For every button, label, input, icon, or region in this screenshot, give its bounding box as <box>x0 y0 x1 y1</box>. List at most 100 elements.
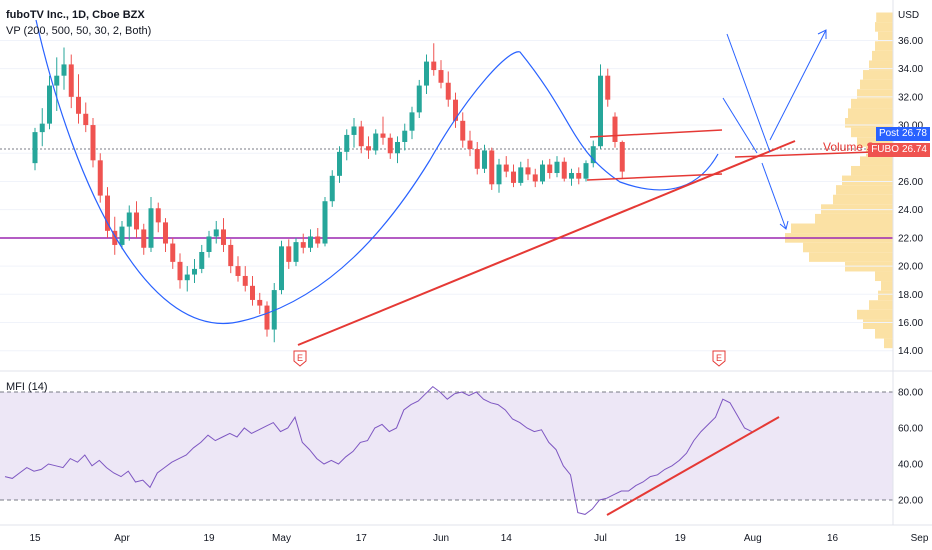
channel-bottom-line[interactable] <box>586 173 723 181</box>
price-tick-label: 16.00 <box>898 318 923 329</box>
candle <box>612 112 618 148</box>
uptrend-line[interactable] <box>297 140 796 346</box>
time-tick-label: 17 <box>356 533 368 544</box>
symbol-title[interactable]: fuboTV Inc., 1D, Cboe BZX <box>6 9 145 21</box>
vp-bar <box>821 204 893 214</box>
candle <box>141 223 147 255</box>
svg-text:E: E <box>716 353 722 363</box>
cup-curve[interactable] <box>35 19 719 324</box>
earnings-marker[interactable]: E <box>293 350 307 367</box>
candle <box>518 161 524 186</box>
price-gridlines <box>0 39 893 352</box>
candle <box>119 220 125 250</box>
candle <box>279 240 284 295</box>
candle <box>257 292 263 315</box>
vp-bar <box>791 223 893 234</box>
time-tick-label: 14 <box>501 533 513 544</box>
candle <box>97 153 103 203</box>
candle <box>322 196 328 247</box>
currency-label: USD <box>898 10 920 21</box>
candle <box>366 136 371 159</box>
post-value: 26.78 <box>901 128 927 139</box>
channel-top-line[interactable] <box>589 129 723 138</box>
candle <box>54 57 60 111</box>
candle <box>68 54 74 109</box>
vp-bar <box>869 60 893 71</box>
mfi-axis[interactable]: 20.00 40.00 60.00 80.00 <box>898 388 923 507</box>
candle <box>460 112 466 148</box>
candle <box>424 54 429 95</box>
vp-bar <box>833 194 893 205</box>
candle <box>308 229 313 252</box>
wedge-lower-line[interactable] <box>722 97 758 154</box>
candle <box>250 275 255 306</box>
time-tick-label: Aug <box>744 533 762 544</box>
vp-bar <box>857 137 893 147</box>
candle <box>416 79 422 119</box>
mfi-trend-line[interactable] <box>606 416 780 516</box>
candle <box>264 301 270 337</box>
candle <box>547 158 553 179</box>
last-price-badge: FUBO 26.74 <box>868 143 930 157</box>
candle <box>163 218 168 252</box>
vp-bar <box>836 185 893 195</box>
candle <box>126 205 132 241</box>
vp-bar <box>872 50 893 61</box>
candle <box>83 102 89 133</box>
mfi-band <box>0 392 893 500</box>
indicator-label[interactable]: VP (200, 500, 50, 30, 2, Both) <box>6 25 152 37</box>
candle <box>373 129 379 155</box>
time-tick-label: Apr <box>114 533 130 544</box>
price-tick-label: 32.00 <box>898 92 923 103</box>
candle <box>525 158 531 181</box>
vp-bar <box>857 89 893 99</box>
candle <box>192 259 197 284</box>
vp-bar <box>860 156 893 166</box>
volume-s-line[interactable] <box>734 151 873 158</box>
price-tick-label: 18.00 <box>898 290 923 301</box>
candle <box>286 239 292 269</box>
candle <box>554 156 560 178</box>
time-tick-label: 16 <box>827 533 839 544</box>
time-tick-label: May <box>272 533 291 544</box>
vp-bar <box>845 118 893 128</box>
bullish-arrow[interactable] <box>769 29 827 141</box>
candle <box>576 167 582 185</box>
candle <box>511 164 516 188</box>
earnings-marker[interactable]: E <box>712 350 726 367</box>
vp-bar <box>803 242 893 253</box>
vp-bar <box>869 300 893 310</box>
candle <box>242 266 248 292</box>
candle <box>148 196 154 252</box>
candle <box>221 218 226 252</box>
candle <box>402 123 408 151</box>
candle <box>315 228 321 248</box>
vp-bar <box>815 213 893 224</box>
mfi-label[interactable]: MFI (14) <box>6 381 48 393</box>
price-tick-label: 24.00 <box>898 205 923 216</box>
wedge-upper-line[interactable] <box>726 33 771 153</box>
candle <box>358 120 364 154</box>
candle <box>199 244 205 274</box>
symbol-label: FUBO <box>871 144 899 155</box>
price-tick-label: 26.00 <box>898 177 923 188</box>
mfi-tick-label: 40.00 <box>898 460 923 471</box>
candle <box>105 187 110 238</box>
vp-bar <box>875 271 893 282</box>
price-axis[interactable]: 14.0016.0018.0020.0022.0024.0026.0028.00… <box>898 36 923 357</box>
vp-bar <box>851 165 893 176</box>
mfi-line <box>4 385 753 515</box>
candle <box>351 118 357 148</box>
candle <box>482 144 487 174</box>
svg-text:E: E <box>297 353 303 363</box>
candle <box>619 140 625 179</box>
time-axis[interactable]: 15 Apr 19 May 17 Jun 14 Jul 19 Aug 16 Sep <box>29 533 928 544</box>
candle <box>438 60 444 89</box>
mfi-tick-label: 80.00 <box>898 388 923 399</box>
bearish-arrow[interactable] <box>761 162 787 230</box>
candle <box>503 156 509 178</box>
volume-s-label[interactable]: Volume S <box>823 140 875 154</box>
candle <box>496 158 502 193</box>
candle <box>337 146 342 183</box>
